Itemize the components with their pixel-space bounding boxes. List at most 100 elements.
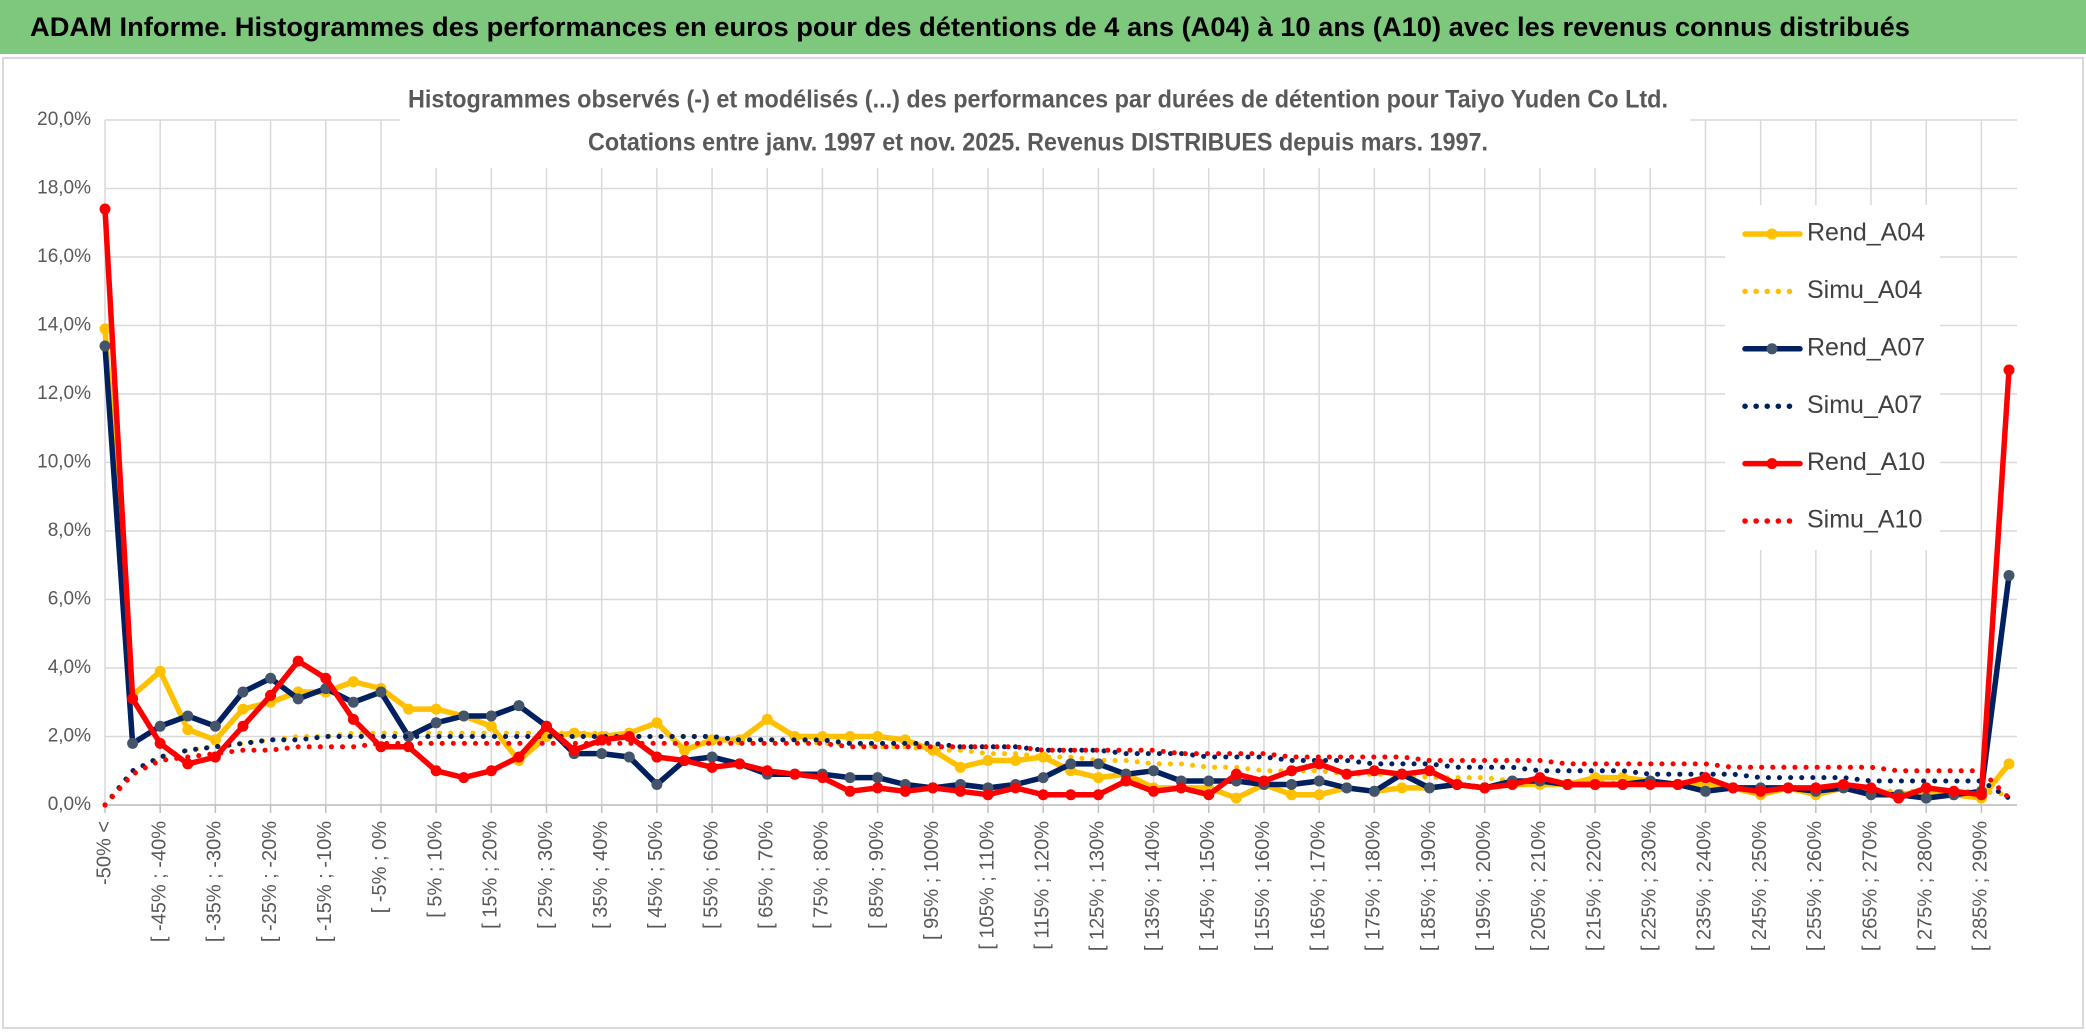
- x-tick-label: [ 185% ; 190%: [1418, 821, 1440, 951]
- legend-label: Rend_A10: [1807, 448, 1925, 476]
- series-marker: [1920, 782, 1932, 794]
- series-marker: [1313, 758, 1325, 770]
- legend-box: [1725, 205, 1940, 550]
- x-tick-label: [ 285% ; 290%: [1970, 821, 1992, 951]
- legend-label: Simu_A10: [1807, 506, 1922, 534]
- series-marker: [541, 720, 553, 732]
- legend-marker: [1766, 228, 1778, 240]
- series-marker: [1424, 765, 1436, 777]
- series-marker: [899, 785, 911, 797]
- series-marker: [1810, 782, 1822, 794]
- series-marker: [1699, 785, 1711, 797]
- title-backdrop: [400, 80, 1690, 168]
- y-tick-label: 20,0%: [37, 109, 91, 130]
- series-marker: [1672, 778, 1684, 790]
- series-marker: [265, 672, 277, 684]
- series-marker: [1920, 792, 1932, 804]
- series-marker: [2003, 570, 2015, 582]
- series-marker: [678, 754, 690, 766]
- x-tick-label: [ 15% ; 20%: [480, 821, 502, 929]
- x-tick-label: [ 195% ; 200%: [1473, 821, 1495, 951]
- series-marker: [1258, 775, 1270, 787]
- legend-marker: [1766, 458, 1778, 470]
- series-marker: [1010, 782, 1022, 794]
- series-marker: [623, 731, 635, 742]
- series-marker: [1120, 775, 1132, 787]
- header-title: ADAM Informe. Histogrammes des performan…: [30, 12, 1910, 42]
- series-marker: [320, 672, 332, 684]
- x-tick-label: [ 255% ; 260%: [1804, 821, 1826, 951]
- series-marker: [1341, 768, 1353, 780]
- series-marker: [872, 731, 884, 742]
- y-tick-label: 14,0%: [37, 315, 91, 336]
- series-marker: [1396, 782, 1408, 794]
- series-marker: [1727, 782, 1739, 794]
- legend-label: Simu_A07: [1807, 391, 1922, 419]
- series-marker: [1313, 789, 1325, 801]
- series-marker: [1037, 751, 1049, 763]
- series-marker: [1893, 792, 1905, 804]
- series-marker: [844, 785, 856, 797]
- series-marker: [844, 731, 856, 742]
- y-tick-label: 0,0%: [48, 794, 91, 815]
- x-tick-label: [ 165% ; 170%: [1307, 821, 1329, 951]
- series-marker: [347, 713, 359, 725]
- chart-title: Histogrammes observés (-) et modélisés (…: [408, 86, 1668, 114]
- series-marker: [1561, 778, 1573, 790]
- legend-label: Rend_A07: [1807, 333, 1925, 361]
- series-marker: [430, 765, 442, 777]
- series-line: [102, 740, 2012, 808]
- series-marker: [651, 717, 663, 729]
- series-marker: [1203, 775, 1215, 787]
- series-marker: [513, 700, 525, 712]
- y-tick-label: 6,0%: [48, 589, 91, 610]
- series-marker: [182, 724, 194, 736]
- series-marker: [1037, 772, 1049, 784]
- series-marker: [1617, 778, 1629, 790]
- series-marker: [430, 703, 442, 715]
- series-marker: [209, 720, 221, 732]
- series-marker: [761, 765, 773, 777]
- x-tick-label: [ 245% ; 250%: [1749, 821, 1771, 951]
- series-marker: [1203, 789, 1215, 801]
- y-tick-label: 10,0%: [37, 452, 91, 473]
- x-tick-label: -50% <: [93, 821, 115, 885]
- series-marker: [1286, 765, 1298, 777]
- series-marker: [1975, 789, 1987, 801]
- series-marker: [1534, 772, 1546, 784]
- series-marker: [485, 720, 497, 732]
- series-marker: [375, 686, 387, 698]
- chart-subtitle: Cotations entre janv. 1997 et nov. 2025.…: [588, 129, 1488, 157]
- series-marker: [844, 772, 856, 784]
- series-marker: [154, 720, 166, 732]
- y-tick-label: 4,0%: [48, 657, 91, 678]
- series-marker: [485, 765, 497, 777]
- series-marker: [127, 737, 139, 749]
- series-marker: [265, 689, 277, 701]
- series-marker: [1286, 789, 1298, 801]
- series-marker: [761, 713, 773, 725]
- series-marker: [1341, 782, 1353, 794]
- series-marker: [347, 676, 359, 688]
- series-marker: [347, 696, 359, 708]
- y-tick-label: 12,0%: [37, 383, 91, 404]
- x-tick-label: [ 125% ; 130%: [1087, 821, 1109, 951]
- series-marker: [1175, 782, 1187, 794]
- series-marker: [1948, 785, 1960, 797]
- header-bar: [0, 0, 2086, 54]
- series-marker: [623, 751, 635, 763]
- x-tick-label: [ 95% ; 100%: [921, 821, 943, 940]
- series-marker: [1313, 775, 1325, 787]
- plot: 0,0% 2,0% 4,0% 6,0% 8,0% 10,0% 12,0% 14,0% 16,0%…: [37, 109, 2017, 951]
- series-marker: [1065, 789, 1077, 801]
- series-marker: [209, 734, 221, 746]
- x-tick-label: [ 155% ; 160%: [1252, 821, 1274, 951]
- series-marker: [1368, 765, 1380, 777]
- x-tick-label: [ 135% ; 140%: [1142, 821, 1164, 951]
- legend-label: Rend_A04: [1807, 219, 1925, 247]
- legend-marker: [1766, 343, 1778, 355]
- series-marker: [1865, 782, 1877, 794]
- series-marker: [1699, 772, 1711, 784]
- series-marker: [1148, 785, 1160, 797]
- series-marker: [1424, 782, 1436, 794]
